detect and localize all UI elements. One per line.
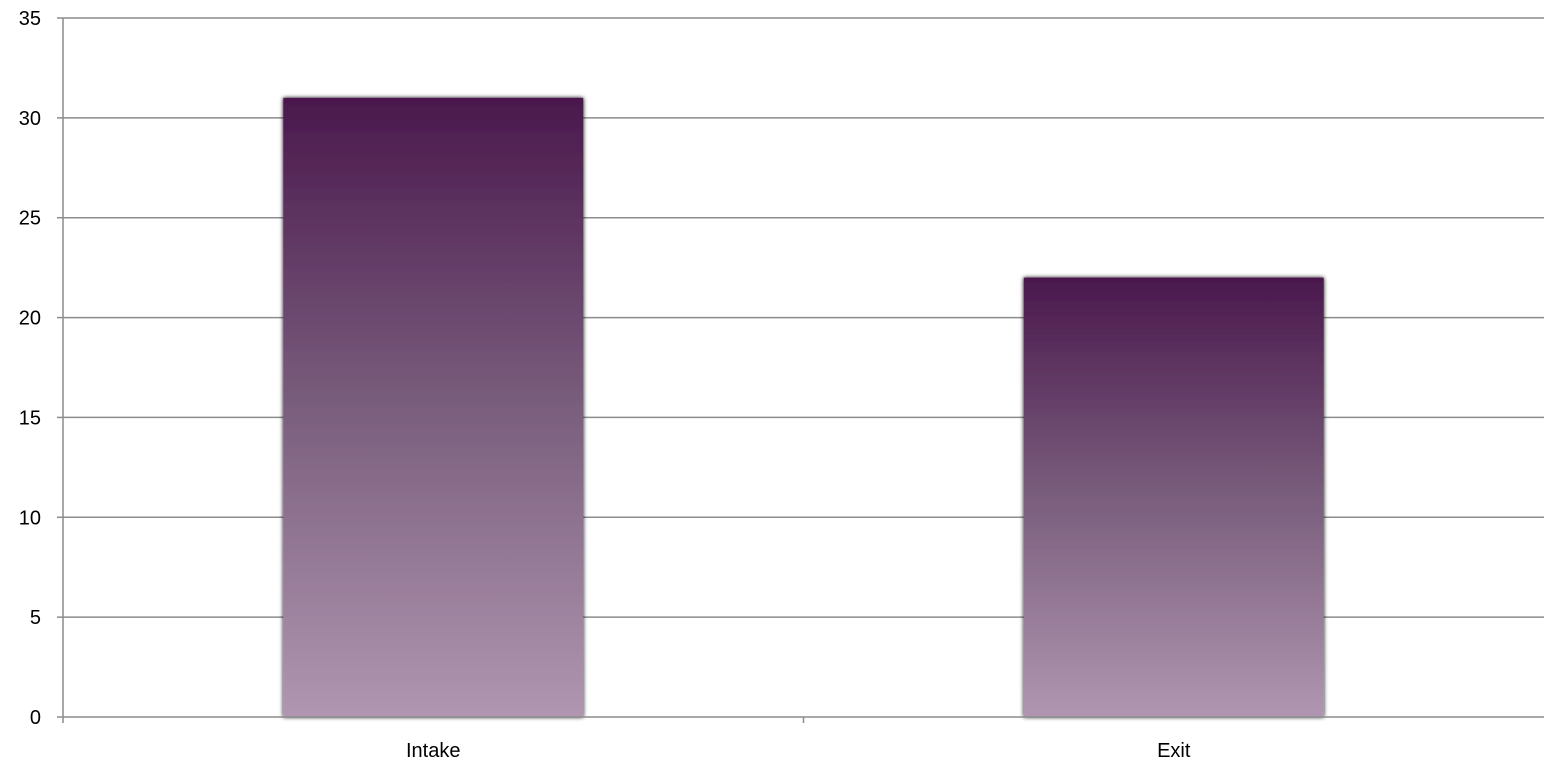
y-tick-label: 10 xyxy=(19,507,41,529)
y-tick-label: 25 xyxy=(19,208,41,230)
y-tick-label: 15 xyxy=(19,407,41,429)
bar-exit xyxy=(1023,277,1324,717)
labels: 0 5 10 15 20 25 30 35 Intake Exit xyxy=(19,8,1191,762)
y-tick-label: 5 xyxy=(30,607,41,629)
axes xyxy=(57,17,1544,723)
y-tick-label: 30 xyxy=(19,108,41,130)
x-category-label: Exit xyxy=(1157,740,1191,762)
bar-intake xyxy=(283,97,584,717)
bars xyxy=(283,97,1324,717)
y-tick-label: 0 xyxy=(30,707,41,729)
y-tick-label: 20 xyxy=(19,308,41,330)
y-tick-label: 35 xyxy=(19,8,41,30)
x-category-label: Intake xyxy=(406,740,460,762)
